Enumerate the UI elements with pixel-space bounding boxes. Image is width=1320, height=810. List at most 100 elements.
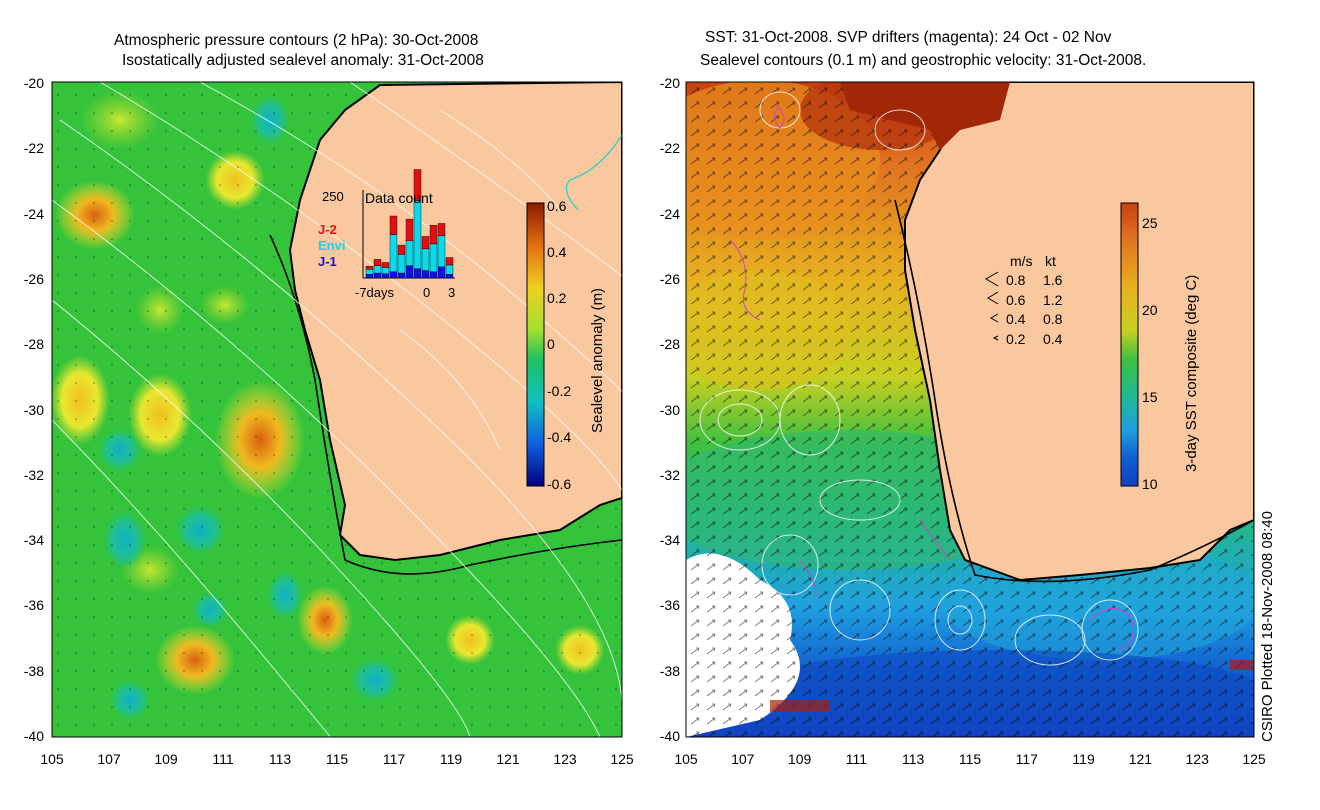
y-tick-label: -24 <box>659 205 680 222</box>
y-tick-label: -34 <box>23 532 44 549</box>
left-map <box>52 82 622 737</box>
inset-bar-j2 <box>373 259 382 266</box>
right-cb-tick: 20 <box>1142 302 1158 318</box>
velocity-legend-ms: 0.4 <box>1006 311 1026 327</box>
velocity-legend-ms: 0.8 <box>1006 272 1026 288</box>
inset-bar-envi <box>365 269 374 275</box>
x-tick-label: 105 <box>40 751 64 767</box>
y-tick-label: -30 <box>659 401 680 418</box>
right-cb-tick: 10 <box>1142 476 1158 492</box>
left-title-line2: Isostatically adjusted sealevel anomaly:… <box>122 52 484 69</box>
x-tick-label: 105 <box>674 751 698 767</box>
inset-bar-envi <box>389 234 398 273</box>
left-cb-tick: 0.6 <box>547 198 567 214</box>
left-cb-tick: -0.6 <box>547 476 572 492</box>
x-tick-label: 121 <box>496 751 520 767</box>
inset-bar-j2 <box>421 236 430 250</box>
velocity-legend-kt: 1.2 <box>1043 292 1063 308</box>
inset-bar-j2 <box>429 225 438 245</box>
inset-xtick-start: -7days <box>355 285 395 300</box>
left-title-line1: Atmospheric pressure contours (2 hPa): 3… <box>114 32 479 49</box>
y-tick-label: -38 <box>23 662 44 679</box>
inset-legend-envi: Envi <box>318 238 346 253</box>
inset-bar-j1 <box>373 272 382 279</box>
x-tick-label: 123 <box>1185 751 1209 767</box>
y-tick-label: -38 <box>659 662 680 679</box>
inset-bar-j2 <box>437 223 446 237</box>
y-tick-label: -20 <box>23 75 44 91</box>
y-tick-label: -28 <box>23 336 44 353</box>
x-tick-label: 109 <box>154 751 178 767</box>
left-cb-tick: -0.4 <box>547 429 572 445</box>
inset-bar-envi <box>421 248 430 271</box>
right-map <box>686 82 1254 737</box>
inset-bar-j1 <box>429 271 438 279</box>
y-tick-label: -20 <box>659 75 680 91</box>
credit-label: CSIRO Plotted 18-Nov-2008 08:40 <box>1259 511 1276 742</box>
y-tick-label: -22 <box>23 140 44 157</box>
inset-bar-envi <box>373 265 382 274</box>
y-tick-label: -22 <box>659 140 680 157</box>
velocity-legend-kt: 0.8 <box>1043 311 1063 327</box>
right-title-line1: SST: 31-Oct-2008. SVP drifters (magenta)… <box>705 29 1112 46</box>
y-tick-label: -40 <box>23 728 44 744</box>
inset-bar-j2 <box>365 266 374 270</box>
inset-bar-j2 <box>413 169 422 201</box>
left-cb-tick: -0.2 <box>547 383 572 399</box>
velocity-legend-arrows <box>985 271 999 341</box>
velocity-legend-kt: 1.6 <box>1043 272 1063 288</box>
inset-bar-envi <box>397 254 406 274</box>
x-tick-label: 115 <box>325 751 349 767</box>
x-tick-label: 119 <box>1072 751 1095 767</box>
inset-legend-j1: J-1 <box>318 254 337 269</box>
inset-ytick: 250 <box>322 189 344 204</box>
inset-bar-j2 <box>397 244 406 255</box>
inset-bar-envi <box>381 267 390 274</box>
inset-bar-j1 <box>381 273 390 279</box>
inset-bar-envi <box>405 240 414 266</box>
y-tick-label: -26 <box>23 270 44 287</box>
inset-legend-j2: J-2 <box>318 222 337 237</box>
right-cb-tick: 25 <box>1142 215 1158 231</box>
y-tick-label: -36 <box>23 597 44 614</box>
inset-bar-j2 <box>389 215 398 235</box>
left-cb-tick: 0 <box>547 336 555 352</box>
velocity-legend-ms: 0.2 <box>1006 331 1026 347</box>
y-tick-label: -32 <box>659 466 680 483</box>
x-tick-label: 111 <box>845 751 868 767</box>
inset-bar-j1 <box>445 274 454 279</box>
inset-bar-j1 <box>405 265 414 279</box>
inset-bar-envi <box>429 243 438 272</box>
right-map-frame <box>685 81 1255 738</box>
right-title-line2: Sealevel contours (0.1 m) and geostrophi… <box>700 52 1147 69</box>
left-map-frame <box>51 81 623 738</box>
y-tick-label: -32 <box>23 466 44 483</box>
x-tick-label: 109 <box>787 751 812 767</box>
velocity-legend-header-ms: m/s <box>1010 253 1033 269</box>
x-tick-label: 107 <box>731 751 755 767</box>
x-tick-label: 119 <box>439 751 463 767</box>
left-cb-tick: 0.2 <box>547 290 567 306</box>
left-colorbar <box>526 202 545 487</box>
left-cb-tick: 0.4 <box>547 244 567 260</box>
x-tick-label: 111 <box>212 751 234 767</box>
right-cb-tick: 15 <box>1142 389 1158 405</box>
inset-xtick-end: 3 <box>448 285 456 300</box>
inset-bar-j2 <box>445 257 454 266</box>
y-tick-label: -24 <box>23 205 44 222</box>
inset-bar-envi <box>437 235 446 268</box>
right-colorbar-label: 3-day SST composite (deg C) <box>1183 274 1200 472</box>
right-colorbar <box>1120 202 1139 487</box>
y-tick-label: -40 <box>659 728 680 744</box>
y-tick-label: -36 <box>659 597 680 614</box>
x-tick-label: 117 <box>382 751 406 767</box>
x-tick-label: 125 <box>610 751 634 767</box>
inset-bar-j1 <box>437 266 446 279</box>
x-tick-label: 121 <box>1128 751 1153 767</box>
inset-title: Data count <box>365 190 433 206</box>
x-tick-label: 123 <box>553 751 577 767</box>
velocity-legend-ms: 0.6 <box>1006 292 1026 308</box>
inset-bar-j1 <box>365 274 374 279</box>
x-tick-label: 115 <box>958 751 982 767</box>
